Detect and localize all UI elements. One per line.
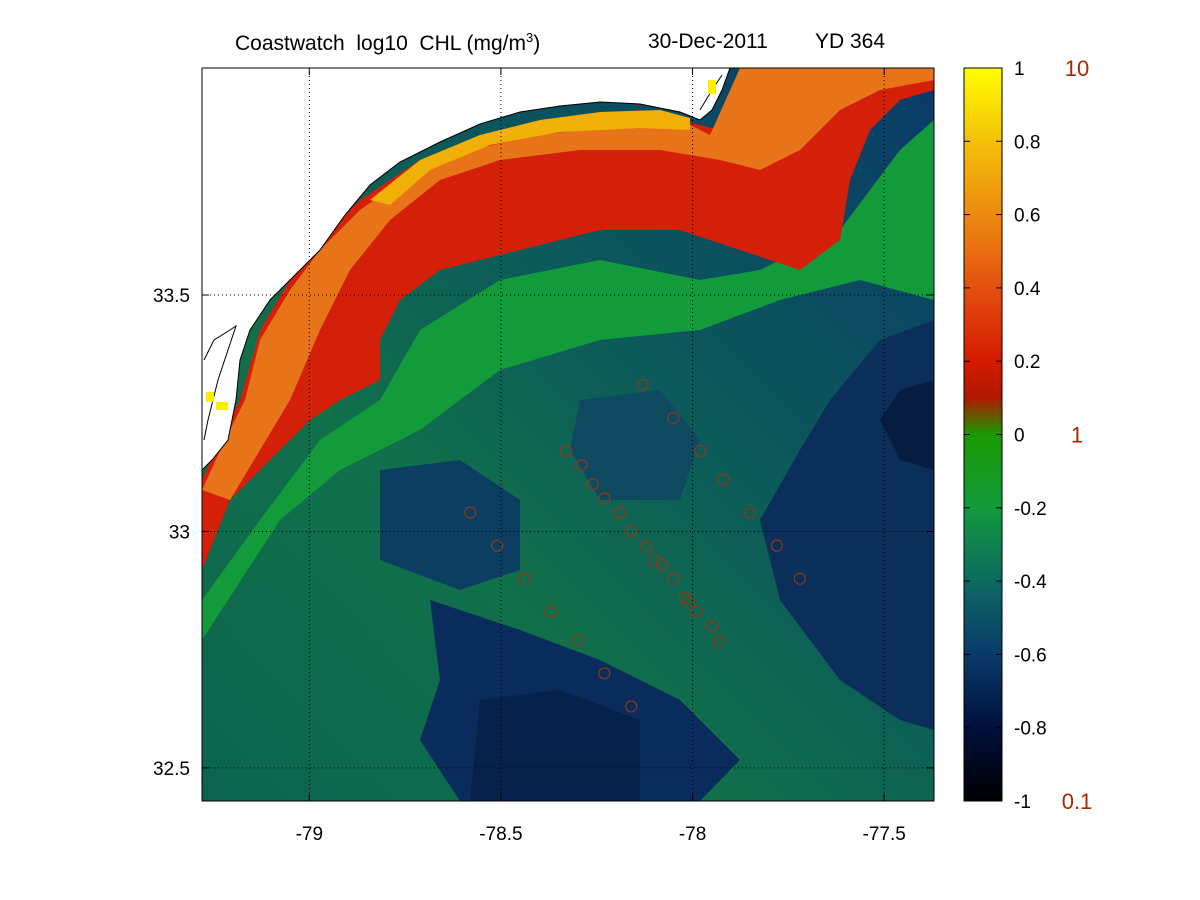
station-marker — [793, 572, 806, 585]
station-marker — [598, 492, 611, 505]
colorbar-ticks: 1 0.8 0.6 0.4 0.2 0 -0.2 -0.4 -0.6 -0.8 -1 10 1 0.1 — [964, 56, 1092, 814]
station-marker — [717, 473, 730, 486]
low-chl-core-south — [470, 690, 640, 801]
yellow-pixel-patch — [708, 80, 716, 94]
station-marker — [713, 634, 726, 647]
station-marker — [705, 619, 718, 633]
colorbar-linear-label: 1 — [1071, 423, 1083, 448]
island-coastline — [203, 324, 237, 441]
coastal-yellow-fringe — [370, 110, 690, 205]
colorbar-tick-label: 0.8 — [1014, 132, 1040, 153]
station-marker — [694, 444, 707, 458]
mid-chl-eddy — [380, 460, 520, 590]
map-frame — [201, 67, 935, 802]
station-marker — [517, 572, 531, 585]
y-tick-label: 32.5 — [153, 759, 190, 780]
station-marker — [640, 539, 653, 552]
station-marker — [464, 506, 477, 519]
station-marker — [667, 411, 680, 425]
colorbar — [964, 68, 1002, 801]
station-marker — [625, 700, 638, 713]
station-marker — [575, 459, 588, 472]
low-chl-core-east — [880, 380, 934, 470]
colorbar-linear-label: 0.1 — [1062, 789, 1093, 814]
colorbar-tick-label: -0.6 — [1014, 645, 1047, 666]
station-marker — [655, 558, 668, 571]
station-marker — [598, 667, 611, 680]
station-marker — [544, 605, 557, 618]
yellow-pixel-patch — [206, 392, 214, 402]
x-tick-label: -79 — [296, 824, 323, 845]
colorbar-linear-label: 10 — [1065, 56, 1089, 81]
station-marker — [743, 506, 757, 519]
x-tick-label: -77.5 — [863, 824, 906, 845]
y-tick-label: 33.5 — [153, 286, 190, 307]
station-marker — [667, 572, 680, 585]
station-marker — [682, 596, 695, 609]
station-marker — [571, 634, 584, 647]
colorbar-tick-label: 0.4 — [1014, 279, 1041, 300]
colorbar-tick-label: 0.6 — [1014, 206, 1040, 227]
y-tick-label: 33 — [169, 522, 190, 543]
colorbar-tick-label: 0 — [1014, 426, 1025, 447]
map-yearday: YD 364 — [815, 30, 886, 53]
colorbar-tick-label: -0.8 — [1014, 719, 1047, 740]
station-markers — [464, 378, 806, 713]
colorbar-tick-label: -1 — [1014, 792, 1031, 813]
x-tick-label: -78.5 — [479, 824, 522, 845]
station-marker — [559, 444, 573, 458]
station-marker — [490, 539, 504, 552]
yellow-pixel-patch — [216, 402, 228, 410]
map-panel — [202, 68, 934, 801]
land-mass — [202, 68, 730, 470]
colorbar-tick-label: -0.2 — [1014, 499, 1047, 520]
station-marker — [586, 478, 600, 491]
colorbar-tick-label: 1 — [1014, 59, 1025, 80]
map-axis-ticks: -79 -78.5 -78 -77.5 32.5 33 33.5 — [153, 68, 934, 845]
map-title: Coastwatch log10 CHL (mg/m3) — [235, 30, 541, 55]
station-marker — [636, 378, 649, 391]
station-marker — [770, 539, 783, 552]
colorbar-tick-label: -0.4 — [1014, 572, 1047, 593]
station-marker — [625, 525, 638, 538]
map-date: 30-Dec-2011 — [648, 30, 768, 53]
station-marker — [690, 605, 703, 618]
x-tick-label: -78 — [679, 824, 706, 845]
coastline — [202, 68, 731, 471]
station-marker — [613, 506, 626, 519]
colorbar-tick-label: 0.2 — [1014, 352, 1040, 373]
